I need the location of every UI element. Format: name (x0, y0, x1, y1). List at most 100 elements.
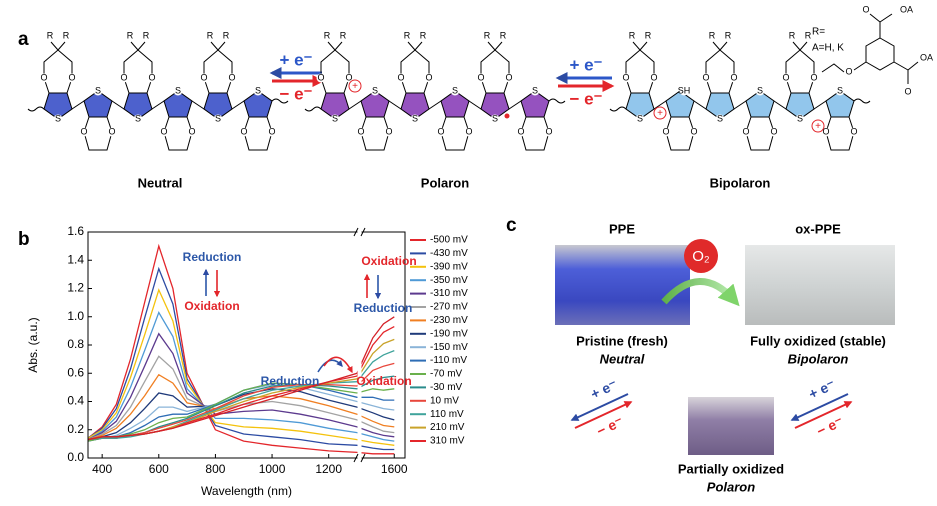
photo-vial (688, 397, 774, 455)
panel-label: c (506, 215, 517, 236)
chain-end (853, 98, 871, 104)
redox-label: + e⁻ (569, 55, 602, 74)
dioxepine-ring (123, 41, 153, 94)
annotation-arrow (323, 356, 353, 374)
substituent-label: R= (812, 27, 825, 38)
atom: O (397, 72, 404, 82)
chain-end (609, 106, 627, 112)
atom-bg (53, 114, 63, 124)
atom: O (742, 126, 749, 136)
y-tick-label: 0.2 (67, 422, 84, 436)
y-tick-label: 1.0 (67, 309, 84, 323)
break-mark (353, 227, 366, 237)
y-tick-label: 1.2 (67, 281, 84, 295)
atom-bg (530, 86, 540, 96)
redox-arrow (794, 401, 853, 429)
legend-label: -500 mV (430, 235, 468, 246)
atom-bg (133, 114, 143, 124)
annotation-arrow (317, 359, 343, 373)
atom: S (372, 85, 378, 95)
bond (111, 100, 125, 110)
atom: S (332, 113, 338, 123)
benzene (865, 37, 895, 71)
bond (693, 100, 707, 110)
atom-bg (424, 73, 434, 83)
x-tick-label: 1600 (381, 462, 408, 476)
charge-sign: + (352, 81, 358, 92)
atom: O (268, 126, 275, 136)
spectrum-line (88, 288, 395, 446)
atom-bg (147, 73, 157, 83)
photo-state: Neutral (600, 351, 645, 366)
atom: R (127, 30, 134, 40)
atom-bg (835, 86, 845, 96)
dioxepine-ring (480, 41, 510, 94)
atom: O (345, 72, 352, 82)
molecule-name: Polaron (421, 175, 469, 190)
plot-lines (88, 243, 395, 455)
atom-bg (769, 127, 779, 137)
spectrum-line (88, 382, 395, 442)
chain-end (271, 98, 289, 104)
atom-bg (316, 73, 326, 83)
atom: R (709, 30, 716, 40)
atom: S (55, 113, 61, 123)
photo-vial (555, 245, 690, 325)
atom-bg (356, 127, 366, 137)
annotation: Reduction (354, 301, 413, 315)
atom-bg (450, 86, 460, 96)
annotation: Reduction (261, 374, 320, 388)
redox-label: − e⁻ (569, 89, 602, 108)
legend-label: -150 mV (430, 342, 468, 353)
atom: O (622, 72, 629, 82)
atom: S (492, 113, 498, 123)
legend-label: -110 mV (430, 355, 467, 366)
bond (733, 100, 747, 110)
redox-arrow (574, 401, 633, 429)
atom-bg (516, 127, 526, 137)
x-tick-label: 800 (205, 462, 225, 476)
atom: S (412, 113, 418, 123)
atom: R (223, 30, 230, 40)
atom: O (385, 126, 392, 136)
atom: OA (900, 4, 913, 14)
atom-bg (227, 73, 237, 83)
chain-end (304, 106, 322, 112)
atom-bg (199, 73, 209, 83)
x-tick-label: 600 (149, 462, 169, 476)
bond (653, 100, 667, 110)
atom: R (420, 30, 427, 40)
legend-label: -390 mV (430, 261, 468, 272)
atom-bg (755, 86, 765, 96)
atom-bg (253, 86, 263, 96)
charge-sign: + (815, 121, 821, 132)
x-tick-label: 1000 (259, 462, 286, 476)
atom-bg (689, 127, 699, 137)
atom: S (135, 113, 141, 123)
x-axis-label: Wavelength (nm) (201, 484, 292, 498)
atom-bg (67, 73, 77, 83)
photo-title: PPE (609, 221, 635, 236)
x-tick-label: 400 (92, 462, 112, 476)
photo-caption: Partially oxidized (678, 461, 784, 476)
atom: OA (920, 52, 933, 62)
atom-bg (635, 114, 645, 124)
legend-label: -30 mV (430, 382, 463, 393)
legend-label: -190 mV (430, 328, 468, 339)
atom: O (317, 72, 324, 82)
atom-bg (849, 127, 859, 137)
panel-label: a (18, 29, 29, 50)
atom: O (228, 72, 235, 82)
chain-end (27, 106, 45, 112)
legend-label: -310 mV (430, 288, 468, 299)
legend-label: -70 mV (430, 369, 463, 380)
atom-bg (715, 114, 725, 124)
atom-bg (239, 127, 249, 137)
atom-bg (661, 127, 671, 137)
atom: S (637, 113, 643, 123)
redox-label: + e⁻ (279, 50, 312, 69)
atom-bg (701, 73, 711, 83)
atom-bg (344, 73, 354, 83)
atom: R (805, 30, 812, 40)
